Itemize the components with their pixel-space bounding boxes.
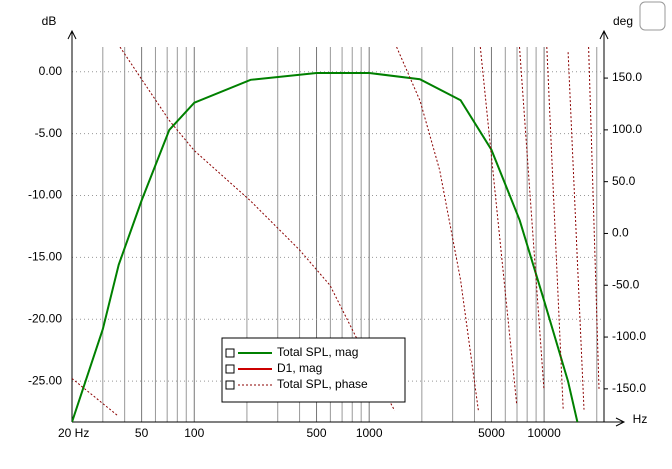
y-tick-label: -15.00: [28, 250, 62, 264]
y-tick-label: 0.00: [39, 64, 63, 78]
y2-tick-label: 100.0: [612, 122, 642, 136]
x-tick-label: 1000: [356, 426, 383, 440]
y2-axis-arrow: [599, 29, 609, 40]
x-tick-label: 50: [135, 426, 149, 440]
y-tick-label: -5.00: [35, 126, 63, 140]
corner-button[interactable]: [639, 1, 666, 31]
x-axis-arrow: [615, 417, 626, 427]
y2-tick-label: -150.0: [612, 381, 646, 395]
legend-checkbox[interactable]: [225, 380, 235, 390]
legend-label: D1, mag: [277, 361, 322, 375]
x-tick-label: 20 Hz: [58, 426, 89, 440]
x-tick-label: 100: [184, 426, 204, 440]
legend-label: Total SPL, phase: [277, 377, 368, 391]
y-tick-label: -10.00: [28, 188, 62, 202]
y2-tick-label: 150.0: [612, 70, 642, 84]
legend-label: Total SPL, mag: [277, 345, 358, 359]
y2-tick-label: -50.0: [612, 277, 640, 291]
series-line: [72, 47, 600, 417]
y2-tick-label: 0.0: [612, 226, 629, 240]
series-line: [72, 72, 579, 422]
x-tick-label: 500: [307, 426, 327, 440]
x-axis-label: Hz: [633, 412, 648, 426]
y-axis-arrow: [67, 29, 77, 40]
x-tick-label: 5000: [478, 426, 505, 440]
y2-tick-label: 50.0: [612, 174, 636, 188]
x-tick-label: 10000: [527, 426, 561, 440]
y2-tick-label: -100.0: [612, 329, 646, 343]
y-tick-label: -25.00: [28, 373, 62, 387]
legend-checkbox[interactable]: [225, 364, 235, 374]
legend-checkbox[interactable]: [225, 348, 235, 358]
y2-axis-label: deg: [613, 14, 633, 28]
y-tick-label: -20.00: [28, 311, 62, 325]
y-axis-label: dB: [42, 14, 57, 28]
